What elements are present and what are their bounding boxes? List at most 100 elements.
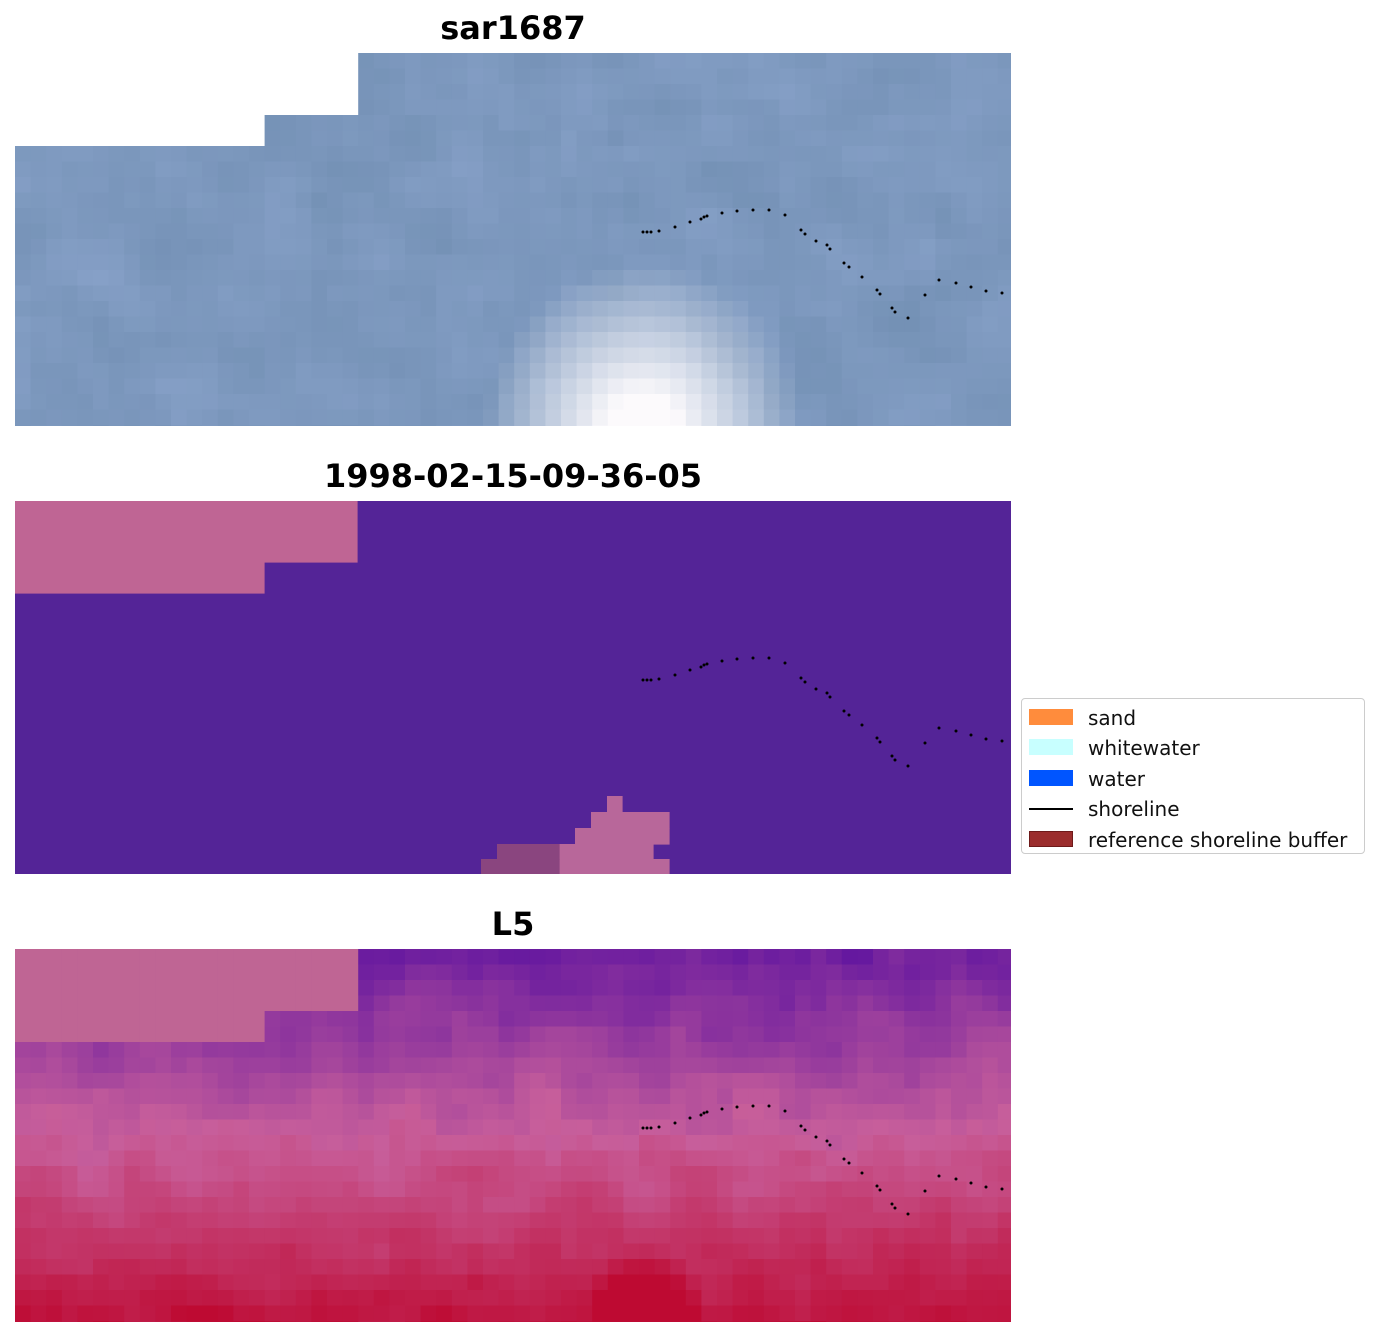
shoreline-point bbox=[937, 1174, 941, 1178]
shoreline-point bbox=[923, 1189, 927, 1193]
shoreline-point bbox=[860, 275, 864, 279]
shoreline-point bbox=[847, 265, 851, 269]
shoreline-point bbox=[814, 687, 818, 691]
shoreline-point bbox=[828, 1143, 832, 1147]
shoreline-point bbox=[893, 1206, 897, 1210]
index-image bbox=[15, 949, 1011, 1322]
shoreline-point bbox=[783, 661, 787, 665]
nodata-area bbox=[15, 501, 358, 563]
shoreline-point bbox=[984, 289, 988, 293]
shoreline-point bbox=[890, 306, 894, 310]
shoreline-point bbox=[825, 243, 829, 247]
nodata-patch bbox=[481, 859, 560, 874]
nodata-patch bbox=[575, 828, 670, 845]
legend-label: sand bbox=[1088, 706, 1137, 730]
shoreline-point bbox=[803, 1128, 807, 1132]
shoreline-point bbox=[649, 1126, 653, 1130]
shoreline-point bbox=[657, 1125, 661, 1129]
legend-item-reference-buffer: reference shoreline buffer bbox=[1022, 825, 1364, 855]
nodata-area bbox=[15, 562, 265, 594]
shoreline-point bbox=[890, 754, 894, 758]
shoreline-point bbox=[842, 1157, 846, 1161]
shoreline-point bbox=[842, 709, 846, 713]
shoreline-point bbox=[906, 316, 910, 320]
legend-label: shoreline bbox=[1088, 797, 1180, 822]
shoreline-point bbox=[720, 211, 724, 215]
shoreline-point bbox=[969, 1181, 973, 1185]
shoreline-point bbox=[890, 1202, 894, 1206]
shoreline-point bbox=[645, 1126, 649, 1130]
shoreline-point bbox=[860, 1171, 864, 1175]
shoreline-point bbox=[767, 656, 771, 660]
shoreline-point bbox=[705, 662, 709, 666]
shoreline-point bbox=[893, 310, 897, 314]
shoreline-point bbox=[688, 220, 692, 224]
shoreline-point bbox=[954, 281, 958, 285]
shoreline-point bbox=[699, 1113, 703, 1117]
shoreline-point bbox=[641, 1126, 645, 1130]
shoreline-point bbox=[783, 1109, 787, 1113]
shoreline-point bbox=[984, 1185, 988, 1189]
shoreline-point bbox=[735, 1105, 739, 1109]
nodata-patch bbox=[591, 812, 670, 829]
shoreline-point bbox=[875, 1184, 879, 1188]
shoreline-point bbox=[673, 1121, 677, 1125]
shoreline-point bbox=[814, 1135, 818, 1139]
shoreline-point bbox=[847, 713, 851, 717]
shoreline-point bbox=[923, 741, 927, 745]
shoreline-point bbox=[893, 758, 897, 762]
legend-item-water: water bbox=[1022, 764, 1364, 794]
shoreline-point bbox=[803, 232, 807, 236]
shoreline-point bbox=[1000, 291, 1004, 295]
shoreline-point bbox=[767, 1104, 771, 1108]
shoreline-point bbox=[649, 230, 653, 234]
shoreline-point bbox=[751, 1104, 755, 1108]
classification-panel bbox=[15, 501, 1011, 874]
shoreline-point bbox=[688, 668, 692, 672]
legend-item-shoreline: shoreline bbox=[1022, 794, 1364, 824]
legend-label: whitewater bbox=[1088, 736, 1200, 761]
shoreline-point bbox=[828, 695, 832, 699]
legend-item-sand: sand bbox=[1022, 703, 1364, 733]
legend-label: water bbox=[1088, 766, 1145, 791]
shoreline-point bbox=[878, 740, 882, 744]
shoreline-point bbox=[720, 1107, 724, 1111]
shoreline-point bbox=[767, 208, 771, 212]
shoreline-point bbox=[720, 659, 724, 663]
rgb-image bbox=[15, 53, 1011, 426]
shoreline-point bbox=[783, 213, 787, 217]
shoreline-point bbox=[878, 1188, 882, 1192]
shoreline-point bbox=[705, 1110, 709, 1114]
shoreline-point bbox=[799, 676, 803, 680]
shoreline-point bbox=[825, 1139, 829, 1143]
shoreline-point bbox=[842, 261, 846, 265]
shoreline-point bbox=[673, 225, 677, 229]
shoreline-point bbox=[1000, 1187, 1004, 1191]
shoreline-point bbox=[699, 665, 703, 669]
shoreline-point bbox=[1000, 739, 1004, 743]
shoreline-point bbox=[705, 214, 709, 218]
shoreline-point bbox=[688, 1116, 692, 1120]
buffer-swatch bbox=[1029, 830, 1073, 847]
shoreline-point bbox=[875, 288, 879, 292]
shoreline-point bbox=[702, 215, 706, 219]
shoreline-point bbox=[906, 764, 910, 768]
shoreline-point bbox=[847, 1161, 851, 1165]
shoreline-point bbox=[937, 278, 941, 282]
shoreline-point bbox=[803, 680, 807, 684]
shoreline-point bbox=[751, 208, 755, 212]
shoreline-point bbox=[954, 1177, 958, 1181]
shoreline-point bbox=[875, 736, 879, 740]
shoreline-point bbox=[984, 737, 988, 741]
rgb-image-panel bbox=[15, 53, 1011, 426]
shoreline-point bbox=[799, 1124, 803, 1128]
shoreline-point bbox=[649, 678, 653, 682]
shoreline-point bbox=[657, 677, 661, 681]
panel-title-rgb: sar1687 bbox=[440, 9, 586, 47]
shoreline-point bbox=[641, 678, 645, 682]
shoreline-point bbox=[702, 1111, 706, 1115]
shoreline-point bbox=[751, 656, 755, 660]
shoreline-point bbox=[878, 292, 882, 296]
whitewater-swatch bbox=[1029, 739, 1073, 756]
shoreline-point bbox=[828, 247, 832, 251]
